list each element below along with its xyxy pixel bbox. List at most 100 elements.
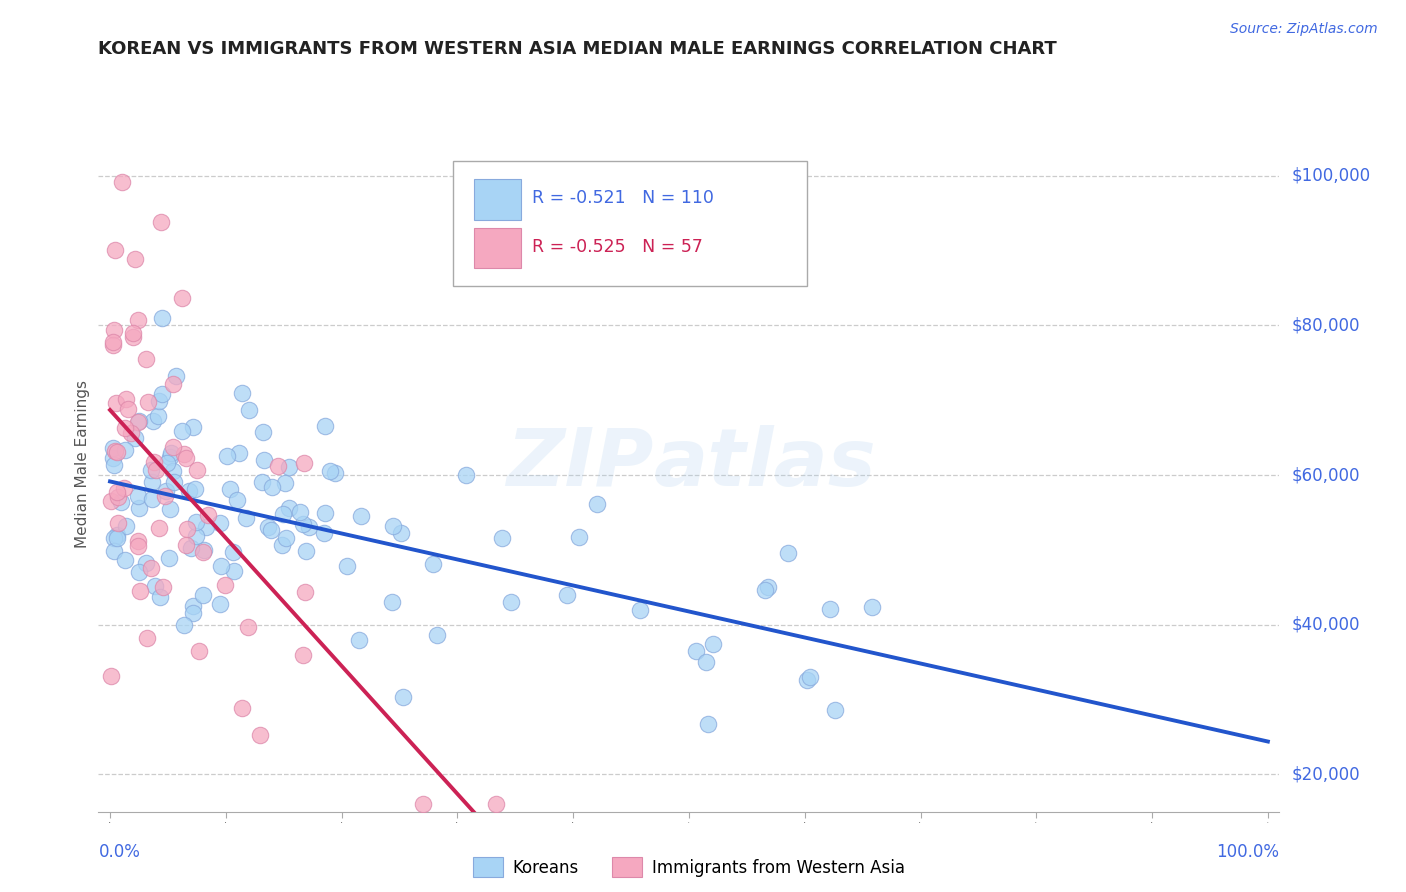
Point [184, 483, 207, 497]
Point [824, 703, 846, 717]
Point [139, 560, 162, 574]
Point [298, 520, 321, 534]
Point [184, 515, 207, 529]
Point [103, 531, 125, 545]
Text: $100,000: $100,000 [1291, 167, 1371, 185]
Point [209, 516, 232, 531]
Point [163, 475, 186, 490]
Point [181, 420, 204, 434]
Point [136, 394, 159, 409]
Point [271, 539, 294, 553]
Point [252, 425, 274, 439]
Point [323, 466, 346, 480]
Point [100, 494, 122, 508]
Point [336, 558, 359, 573]
Point [111, 175, 134, 189]
Point [143, 579, 166, 593]
Point [186, 463, 208, 477]
Point [253, 453, 276, 467]
Point [292, 648, 315, 663]
Point [159, 502, 181, 516]
Point [114, 518, 136, 533]
Point [162, 440, 184, 454]
Point [274, 531, 297, 545]
Point [271, 507, 294, 521]
Point [266, 458, 288, 473]
Point [135, 352, 157, 367]
Point [162, 377, 184, 392]
Point [159, 450, 181, 464]
Point [150, 387, 173, 401]
Point [105, 527, 128, 541]
Point [141, 491, 163, 506]
Point [173, 618, 195, 632]
Point [758, 580, 780, 594]
Point [799, 669, 821, 683]
FancyBboxPatch shape [453, 161, 807, 286]
Point [112, 481, 135, 495]
Point [262, 480, 284, 494]
Point [257, 520, 280, 534]
Point [426, 628, 449, 642]
Point [128, 500, 150, 515]
Point [796, 673, 818, 687]
Point [157, 551, 180, 566]
Point [176, 522, 198, 536]
Point [155, 490, 177, 504]
Point [628, 603, 651, 617]
Point [499, 595, 522, 609]
Point [422, 557, 444, 571]
Point [127, 490, 149, 504]
Point [124, 431, 146, 445]
Point [155, 483, 177, 498]
Point [135, 556, 157, 570]
Point [278, 500, 301, 515]
Point [194, 520, 217, 534]
Point [105, 485, 128, 500]
Point [702, 637, 724, 651]
Point [314, 526, 336, 541]
Point [143, 455, 166, 469]
Point [150, 215, 173, 229]
Point [127, 534, 149, 549]
Point [197, 508, 219, 522]
Point [228, 446, 250, 460]
Point [862, 599, 884, 614]
Point [391, 526, 413, 541]
Text: ZIP: ZIP [506, 425, 654, 503]
Point [347, 632, 370, 647]
Text: KOREAN VS IMMIGRANTS FROM WESTERN ASIA MEDIAN MALE EARNINGS CORRELATION CHART: KOREAN VS IMMIGRANTS FROM WESTERN ASIA M… [98, 40, 1057, 58]
Point [114, 443, 136, 458]
Point [181, 599, 204, 613]
Point [214, 577, 236, 591]
Point [174, 451, 197, 466]
Point [100, 669, 122, 683]
Point [101, 338, 124, 352]
Point [555, 588, 578, 602]
Point [141, 475, 163, 489]
Point [274, 475, 297, 490]
Point [103, 544, 125, 558]
Point [456, 468, 478, 483]
Point [127, 415, 149, 429]
Point [181, 606, 204, 620]
Text: $20,000: $20,000 [1291, 765, 1360, 783]
Point [231, 700, 253, 714]
Point [148, 409, 170, 423]
Point [382, 519, 405, 533]
Point [160, 446, 183, 460]
Point [179, 484, 201, 499]
Text: R = -0.521   N = 110: R = -0.521 N = 110 [531, 189, 714, 207]
Point [156, 456, 179, 470]
Point [188, 643, 211, 657]
Point [231, 385, 253, 400]
Point [128, 566, 150, 580]
Text: $60,000: $60,000 [1291, 466, 1360, 484]
Legend: Koreans, Immigrants from Western Asia: Koreans, Immigrants from Western Asia [465, 851, 912, 883]
Point [215, 449, 238, 463]
Point [107, 491, 129, 505]
Point [191, 588, 214, 602]
Text: Source: ZipAtlas.com: Source: ZipAtlas.com [1230, 22, 1378, 37]
Point [104, 243, 127, 257]
Point [697, 717, 720, 731]
